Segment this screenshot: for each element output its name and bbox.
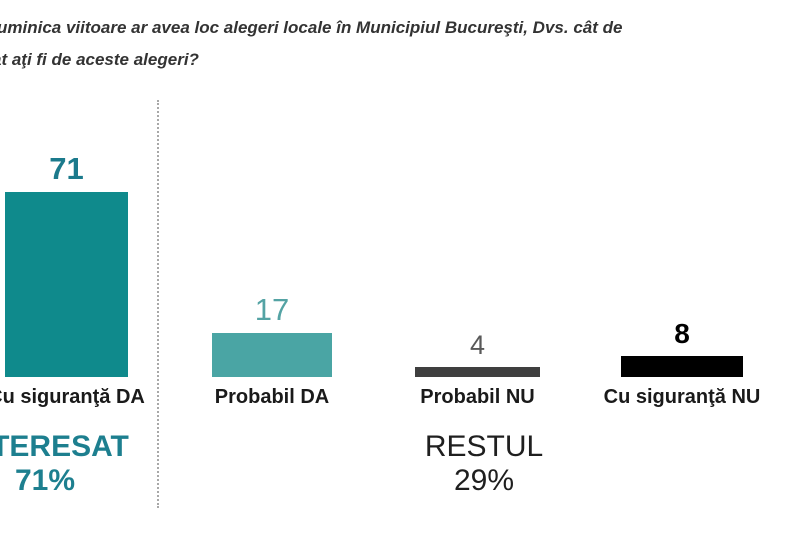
summary-interested: INTERESAT 71% — [0, 430, 170, 498]
category-label: Cu siguranţă DA — [0, 386, 145, 408]
question-title-line1: uminica viitoare ar avea loc alegeri loc… — [0, 18, 623, 37]
bar-column-probabil-nu: 4 Probabil NU — [415, 330, 540, 408]
bar-value-label: 4 — [469, 330, 486, 360]
summary-rest-label: RESTUL — [424, 430, 544, 463]
bar-probabil-da — [212, 333, 332, 377]
bar-value-label: 8 — [674, 318, 690, 349]
bar-value-label: 71 — [49, 151, 84, 186]
summary-interested-label: INTERESAT — [0, 430, 129, 463]
summary-rest: RESTUL 29% — [359, 430, 609, 498]
summary-interested-value: 71% — [14, 464, 76, 497]
group-separator-dotted-line — [157, 100, 159, 508]
bar-column-probabil-da: 17 Probabil DA — [212, 292, 332, 408]
bar-column-cu-siguranta-da: 71 Cu siguranţă DA — [0, 151, 145, 408]
bar-cu-siguranta-da — [5, 192, 128, 377]
category-label: Probabil DA — [214, 386, 330, 408]
bar-value-label: 17 — [254, 292, 290, 327]
bar-cu-siguranta-nu — [621, 356, 743, 377]
bar-probabil-nu — [415, 367, 540, 377]
category-label: Probabil NU — [420, 386, 535, 408]
question-title: uminica viitoare ar avea loc alegeri loc… — [0, 12, 622, 76]
summary-rest-value: 29% — [453, 464, 515, 497]
question-title-line2: at aţi fi de aceste alegeri? — [0, 50, 199, 69]
category-label: Cu siguranţă NU — [603, 386, 761, 408]
bar-column-cu-siguranta-nu: 8 Cu siguranţă NU — [604, 318, 761, 409]
